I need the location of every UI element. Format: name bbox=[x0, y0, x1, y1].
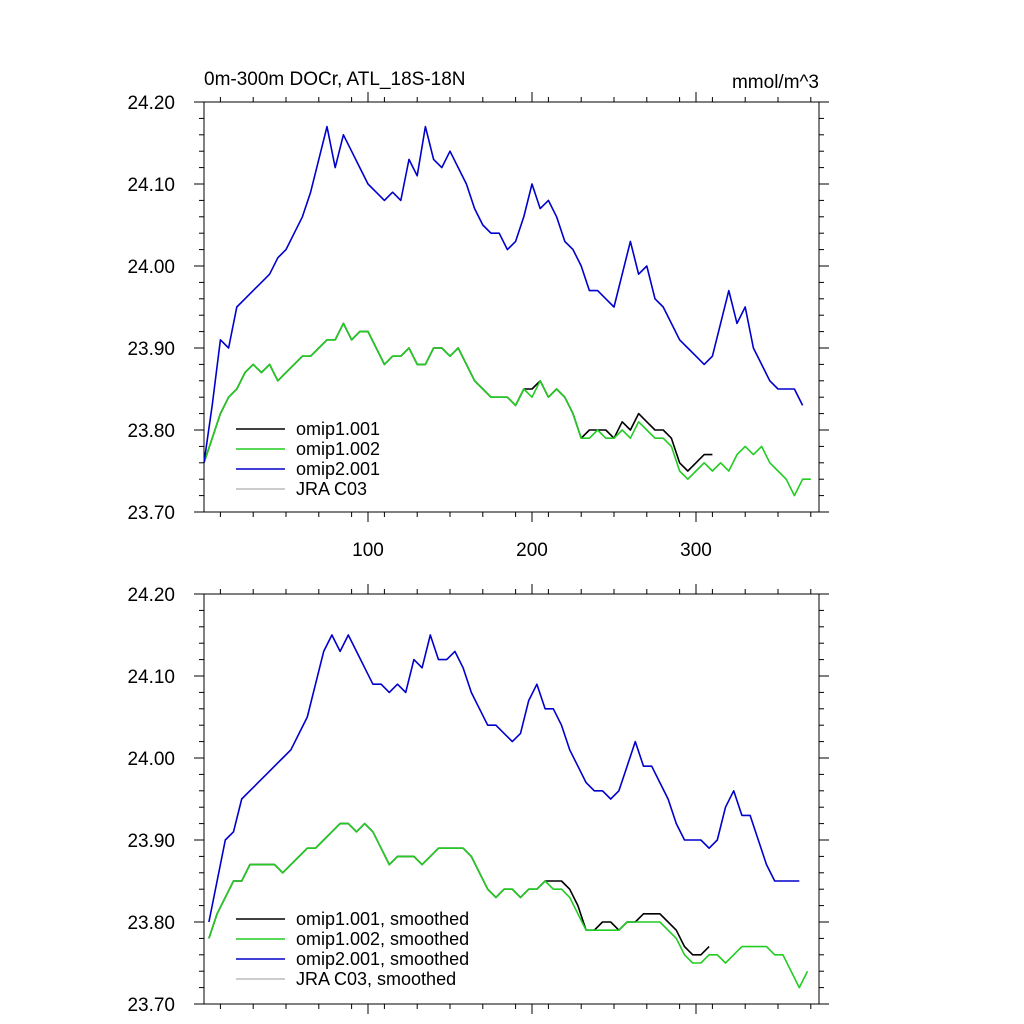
y-tick-label: 24.10 bbox=[127, 175, 175, 196]
series-line-omip1-002-smoothed bbox=[208, 822, 809, 989]
x-tick-label: 100 bbox=[352, 540, 384, 561]
y-tick-label: 23.90 bbox=[127, 339, 175, 360]
y-tick-label: 24.00 bbox=[127, 257, 175, 278]
plot-frame bbox=[203, 593, 820, 1005]
chart-panel-2: 23.70 23.80 23.90 24.00 24.10 24.20 omip1.001,… bbox=[127, 584, 829, 1016]
chart-panel-1: 23.70 23.80 23.90 24.00 24.10 24.20 100 200 300 0… bbox=[127, 69, 829, 561]
units-label: mmol/m^3 bbox=[732, 72, 819, 93]
y-tick-label: 24.20 bbox=[127, 585, 175, 606]
legend-label: JRA C03 bbox=[296, 479, 367, 499]
series-line-omip2-001-smoothed bbox=[208, 634, 800, 923]
y-tick-label: 23.80 bbox=[127, 421, 175, 442]
x-tick-label: 200 bbox=[516, 540, 548, 561]
y-tick-label: 23.80 bbox=[127, 913, 175, 934]
legend-label: omip1.001, smoothed bbox=[296, 909, 469, 929]
y-tick-label: 24.20 bbox=[127, 93, 175, 114]
plot-frame bbox=[203, 101, 820, 513]
series-line-omip2-001 bbox=[203, 125, 804, 463]
series-line-omip1-002 bbox=[203, 322, 811, 497]
y-tick-label: 23.70 bbox=[127, 503, 175, 524]
chart-title: 0m-300m DOCr, ATL_18S-18N bbox=[204, 69, 466, 90]
y-tick-label: 23.90 bbox=[127, 831, 175, 852]
legend-label: omip1.001 bbox=[296, 419, 380, 439]
legend-label: omip2.001 bbox=[296, 459, 380, 479]
x-tick-label: 300 bbox=[680, 540, 712, 561]
legend-label: omip1.002, smoothed bbox=[296, 929, 469, 949]
y-tick-label: 24.10 bbox=[127, 667, 175, 688]
y-tick-label: 23.70 bbox=[127, 995, 175, 1016]
y-tick-label: 24.00 bbox=[127, 749, 175, 770]
legend-label: omip1.002 bbox=[296, 439, 380, 459]
legend-label: omip2.001, smoothed bbox=[296, 949, 469, 969]
legend-label: JRA C03, smoothed bbox=[296, 969, 456, 989]
